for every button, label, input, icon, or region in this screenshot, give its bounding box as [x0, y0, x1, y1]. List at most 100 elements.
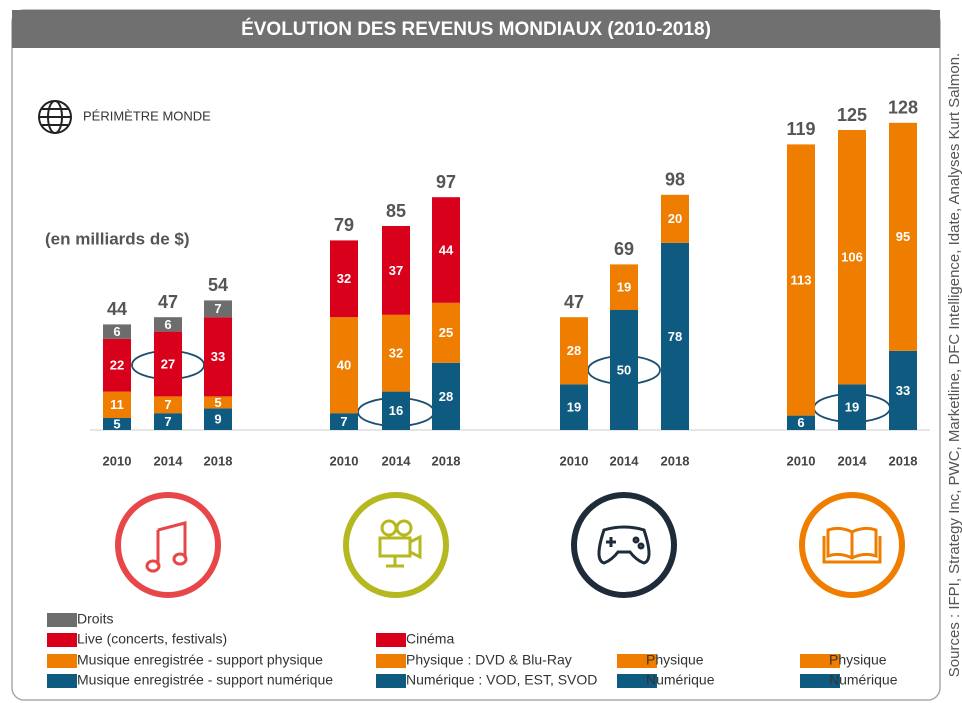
- legend-swatch: [47, 654, 77, 668]
- legend-label: Physique: [646, 652, 704, 668]
- segment-label: 28: [439, 389, 453, 404]
- bar-segment: [382, 314, 410, 392]
- bar-segment: [560, 384, 588, 430]
- highlights: [131, 350, 891, 427]
- video-icon: [343, 492, 449, 598]
- total-label: 97: [436, 172, 456, 192]
- legend-label: Numérique : VOD, EST, SVOD: [406, 672, 597, 688]
- total-label: 69: [614, 239, 634, 259]
- legend-swatch: [47, 674, 77, 688]
- bar-segment: [103, 391, 131, 418]
- bar-segment: [204, 408, 232, 430]
- bar-segment: [154, 396, 182, 414]
- total-label: 54: [208, 275, 228, 295]
- bar-segment: [432, 197, 460, 303]
- legend-label: Musique enregistrée - support numérique: [77, 672, 333, 688]
- bar-segment: [838, 384, 866, 430]
- scope: PÉRIMÈTRE MONDE: [83, 108, 211, 123]
- x-tick-label: 2010: [787, 453, 816, 468]
- legend-label: Physique: [829, 652, 887, 668]
- legend-swatch: [617, 674, 657, 688]
- bar-segment: [787, 415, 815, 430]
- legend-label: Droits: [77, 611, 114, 627]
- segment-label: 19: [617, 280, 631, 295]
- bar-segment: [382, 226, 410, 315]
- bar-segment: [103, 324, 131, 339]
- segment-label: 7: [214, 301, 221, 316]
- source: Sources : IFPI, Strategy Inc, PWC, Marke…: [946, 53, 962, 677]
- legend-swatch: [47, 633, 77, 647]
- bar-segment: [661, 242, 689, 430]
- legend-swatch: [800, 654, 840, 668]
- segment-label: 22: [110, 358, 124, 373]
- x-tick-label: 2014: [154, 453, 184, 468]
- legend-swatch: [376, 654, 406, 668]
- total-label: 125: [837, 105, 867, 125]
- x-tick-label: 2010: [103, 453, 132, 468]
- x-tick-label: 2014: [838, 453, 868, 468]
- bar-segment: [103, 418, 131, 430]
- total-label: 47: [564, 292, 584, 312]
- legend-label: Numérique: [646, 672, 715, 688]
- segment-label: 78: [668, 329, 682, 344]
- header-bar: [12, 10, 940, 48]
- x-tick-label: 2018: [432, 453, 461, 468]
- x-tick-label: 2010: [330, 453, 359, 468]
- segment-label: 32: [337, 271, 351, 286]
- segment-label: 6: [113, 324, 120, 339]
- total-label: 119: [786, 119, 815, 139]
- x-tick-label: 2010: [560, 453, 589, 468]
- segment-label: 9: [214, 412, 221, 427]
- legend-label: Musique enregistrée - support physique: [77, 652, 323, 668]
- globe-icon: [38, 100, 72, 134]
- bar-segment: [154, 413, 182, 430]
- legend-swatch: [617, 654, 657, 668]
- segment-label: 19: [845, 400, 859, 415]
- segment-label: 5: [214, 395, 221, 410]
- segment-label: 50: [617, 362, 631, 377]
- legend-swatch: [800, 674, 840, 688]
- legend-label: Live (concerts, festivals): [77, 631, 227, 647]
- bar-segment: [432, 362, 460, 430]
- segment-label: 25: [439, 325, 453, 340]
- segment-label: 28: [567, 343, 581, 358]
- bar-segment: [204, 317, 232, 397]
- bar-segment: [661, 194, 689, 243]
- bar-segment: [204, 396, 232, 409]
- segment-label: 6: [164, 317, 171, 332]
- x-tick-label: 2018: [661, 453, 690, 468]
- game-icon: [571, 492, 677, 598]
- legend-label: Physique : DVD & Blu-Ray: [406, 652, 572, 668]
- bar-segment: [330, 317, 358, 414]
- segment-label: 33: [211, 349, 225, 364]
- bar-segment: [154, 331, 182, 397]
- legend-label: Numérique: [829, 672, 898, 688]
- segment-label: 37: [389, 263, 403, 278]
- legend-swatch: [376, 633, 406, 647]
- segment-label: 7: [340, 414, 347, 429]
- bar-segment: [889, 350, 917, 430]
- segment-label: 95: [896, 229, 910, 244]
- book-icon: [799, 492, 905, 598]
- segment-label: 40: [337, 358, 351, 373]
- segment-label: 27: [161, 356, 175, 371]
- bar-segment: [103, 338, 131, 392]
- x-tick-label: 2018: [889, 453, 918, 468]
- bar-segment: [330, 413, 358, 430]
- x-tick-label: 2014: [610, 453, 640, 468]
- total-label: 128: [888, 98, 918, 118]
- segment-label: 19: [567, 400, 581, 415]
- bar-segment: [154, 317, 182, 332]
- total-label: 44: [107, 299, 127, 319]
- segment-label: 16: [389, 403, 403, 418]
- total-label: 85: [386, 201, 406, 221]
- bar-segment: [432, 302, 460, 363]
- total-label: 47: [158, 292, 178, 312]
- bar-segment: [787, 144, 815, 416]
- segment-label: 32: [389, 346, 403, 361]
- bar-segment: [330, 240, 358, 318]
- segment-label: 20: [668, 211, 682, 226]
- segment-label: 11: [110, 397, 124, 412]
- bar-segment: [610, 310, 638, 430]
